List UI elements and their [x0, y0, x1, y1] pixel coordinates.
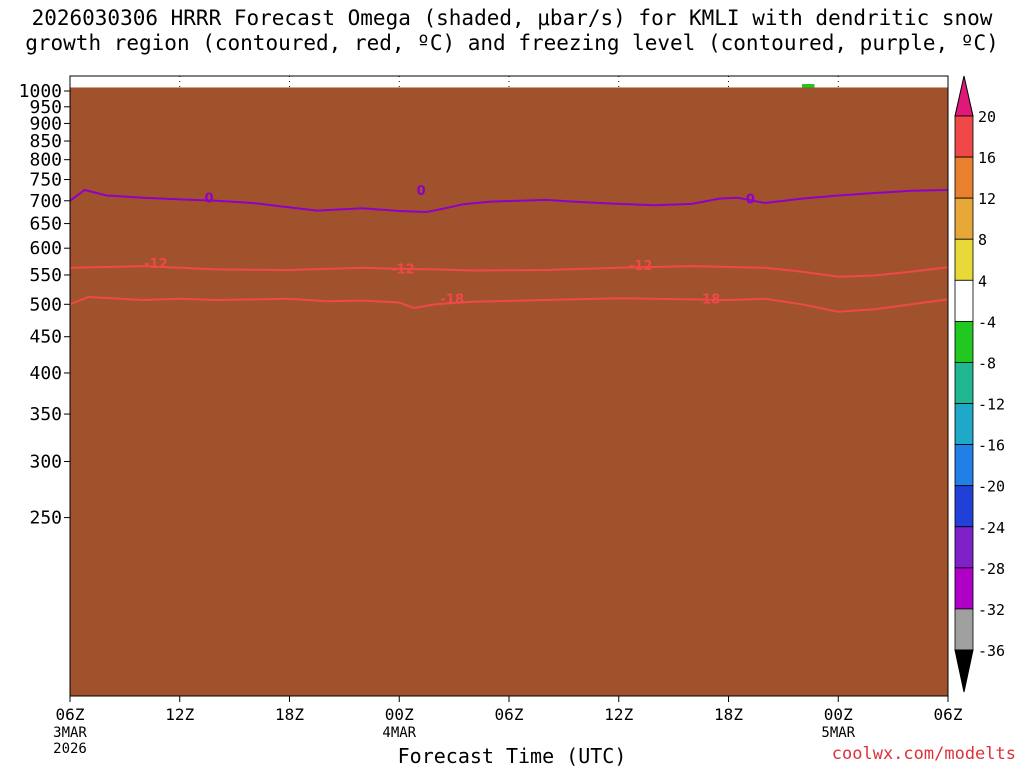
colorbar-label-11: -28	[978, 560, 1005, 578]
y-tick-label-850: 850	[29, 131, 62, 152]
y-tick-label-800: 800	[29, 150, 62, 171]
y-tick-label-300: 300	[29, 451, 62, 472]
colorbar-band-3	[954, 197, 974, 240]
freezing-label-1: 0	[417, 184, 426, 199]
y-tick-label-500: 500	[29, 294, 62, 315]
x-tick-label-0: 06Z	[56, 705, 85, 724]
colorbar-label-6: -8	[978, 354, 996, 372]
x-tick-label-3: 00Z	[385, 705, 414, 724]
y-tick-label-550: 550	[29, 265, 62, 286]
colorbar-band-5	[954, 279, 974, 322]
contour-label--12-0: -12	[144, 257, 168, 272]
chart-title-line-2: growth region (contoured, red, ºC) and f…	[25, 31, 999, 55]
x-tick-label-8: 06Z	[934, 705, 963, 724]
freezing-label-0: 0	[204, 192, 213, 207]
dendritic-contour--18	[70, 295, 948, 313]
dendritic-contour--12	[70, 265, 948, 278]
colorbar-label-12: -32	[978, 601, 1005, 619]
x-tick-sublabel-7-0: 5MAR	[821, 725, 855, 741]
y-axis: 2503003504004505005506006507007508008509…	[19, 81, 70, 529]
y-tick-label-900: 900	[29, 113, 62, 134]
y-tick-label-600: 600	[29, 238, 62, 259]
colorbar-label-7: -12	[978, 396, 1005, 414]
freezing-level-contour	[70, 188, 948, 214]
colorbar-bottom-cap	[954, 649, 974, 693]
x-tick-label-5: 12Z	[604, 705, 633, 724]
colorbar-label-10: -24	[978, 519, 1005, 537]
colorbar-label-5: -4	[978, 313, 996, 331]
colorbar-band-1	[954, 115, 974, 158]
colorbar-band-10	[954, 485, 974, 528]
contour-label--12-2: -12	[629, 259, 653, 274]
colorbar-label-9: -20	[978, 478, 1005, 496]
y-tick-label-1000: 1000	[19, 81, 62, 102]
colorbar-label-4: 4	[978, 272, 987, 290]
x-tick-sublabel-0-0: 3MAR	[53, 725, 87, 741]
colorbar-band-13	[954, 608, 974, 651]
colorbar-band-12	[954, 567, 974, 610]
colorbar-label-13: -36	[978, 642, 1005, 660]
x-tick-label-7: 00Z	[824, 705, 853, 724]
colorbar-band-2	[954, 156, 974, 199]
x-tick-sublabel-3-0: 4MAR	[382, 725, 416, 741]
contour-label--18-0: -18	[441, 292, 465, 307]
site-credit: coolwx.com/modelts	[831, 744, 1016, 764]
colorbar-band-7	[954, 362, 974, 404]
x-tick-label-1: 12Z	[165, 705, 194, 724]
colorbar-label-0: 20	[978, 108, 996, 126]
colorbar-label-8: -16	[978, 437, 1005, 455]
y-tick-label-650: 650	[29, 214, 62, 235]
colorbar-band-11	[954, 526, 974, 569]
y-tick-label-750: 750	[29, 170, 62, 191]
colorbar-label-3: 8	[978, 231, 987, 249]
y-tick-label-950: 950	[29, 97, 62, 118]
x-tick-label-6: 18Z	[714, 705, 743, 724]
x-axis-label: Forecast Time (UTC)	[397, 744, 627, 768]
colorbar-band-8	[954, 403, 974, 446]
ground-fill	[70, 87, 948, 696]
contour-layer: -18 -18 -12 -12 -12 0 0 0	[70, 184, 948, 313]
x-tick-label-4: 06Z	[495, 705, 524, 724]
chart-title-line-1: 2026030306 HRRR Forecast Omega (shaded, …	[31, 6, 993, 30]
colorbar-band-4	[954, 238, 974, 281]
y-tick-label-450: 450	[29, 327, 62, 348]
colorbar: 20 16 12 8 4 -4 -8 -12 -16 -20 -24 -28 -32 -36	[954, 75, 1005, 693]
y-tick-label-250: 250	[29, 508, 62, 529]
y-tick-label-400: 400	[29, 363, 62, 384]
y-tick-label-700: 700	[29, 191, 62, 212]
colorbar-label-1: 16	[978, 149, 996, 167]
x-tick-label-2: 18Z	[275, 705, 304, 724]
colorbar-label-2: 12	[978, 190, 996, 208]
freezing-label-2: 0	[746, 192, 755, 207]
contour-label--12-1: -12	[391, 262, 415, 277]
contour-label--18-1: -18	[697, 292, 721, 307]
colorbar-band-9	[954, 444, 974, 487]
colorbar-band-6	[954, 320, 974, 363]
x-tick-sublabel-0-1: 2026	[53, 741, 87, 757]
ground-layer	[70, 87, 948, 696]
y-tick-label-350: 350	[29, 404, 62, 425]
colorbar-top-cap	[954, 75, 974, 117]
